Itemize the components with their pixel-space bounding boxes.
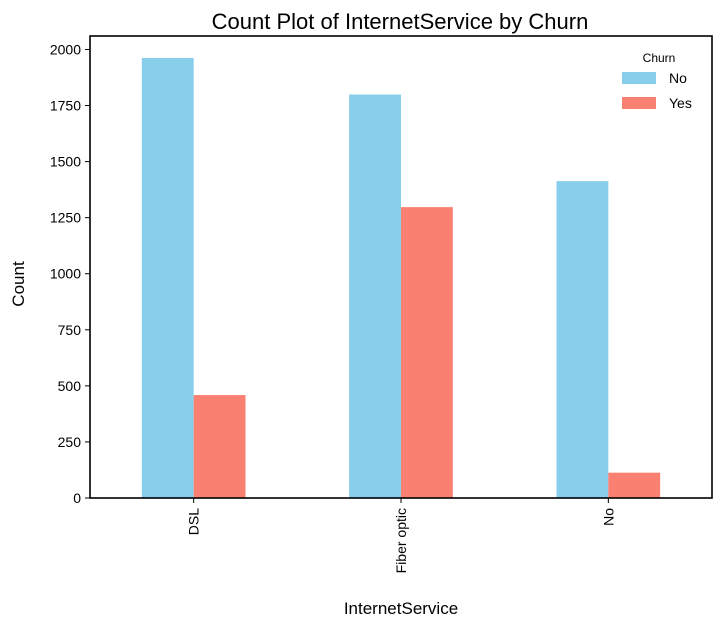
legend-title: Churn — [643, 51, 676, 65]
plot-frame — [89, 35, 713, 499]
y-tick-label-5: 1250 — [50, 210, 81, 226]
bar-no-fiber-optic — [349, 94, 401, 499]
bar-no-no — [556, 181, 609, 498]
legend: Churn No Yes — [622, 51, 692, 111]
legend-label-no: No — [669, 70, 687, 86]
chart-title: Count Plot of InternetService by Churn — [212, 9, 589, 34]
y-axis-ticks: 0 250 500 750 1000 1250 1500 1750 2000 — [50, 41, 90, 506]
bar-yes-no — [608, 472, 661, 498]
y-tick-label-1: 250 — [58, 434, 82, 450]
y-tick-label-2: 500 — [58, 378, 82, 394]
x-tick-label-0: DSL — [186, 508, 202, 535]
y-tick-label-3: 750 — [58, 322, 82, 338]
y-tick-label-7: 1750 — [50, 98, 81, 114]
bar-yes-dsl — [193, 395, 246, 498]
x-axis-ticks: DSL Fiber optic No — [186, 498, 616, 573]
x-axis-label: InternetService — [344, 599, 458, 618]
bars — [141, 57, 661, 499]
legend-items: No Yes — [622, 70, 692, 111]
x-tick-label-1: Fiber optic — [393, 508, 409, 573]
legend-label-yes: Yes — [669, 95, 692, 111]
legend-swatch-yes — [622, 97, 656, 109]
bar-no-dsl — [141, 57, 194, 499]
legend-swatch-no — [622, 72, 656, 84]
y-tick-label-4: 1000 — [50, 266, 81, 282]
y-tick-label-0: 0 — [73, 490, 81, 506]
y-axis-label: Count — [9, 261, 28, 307]
y-tick-label-8: 2000 — [50, 41, 81, 57]
y-tick-label-6: 1500 — [50, 154, 81, 170]
x-tick-label-2: No — [600, 508, 616, 526]
bar-yes-fiber-optic — [401, 207, 453, 498]
